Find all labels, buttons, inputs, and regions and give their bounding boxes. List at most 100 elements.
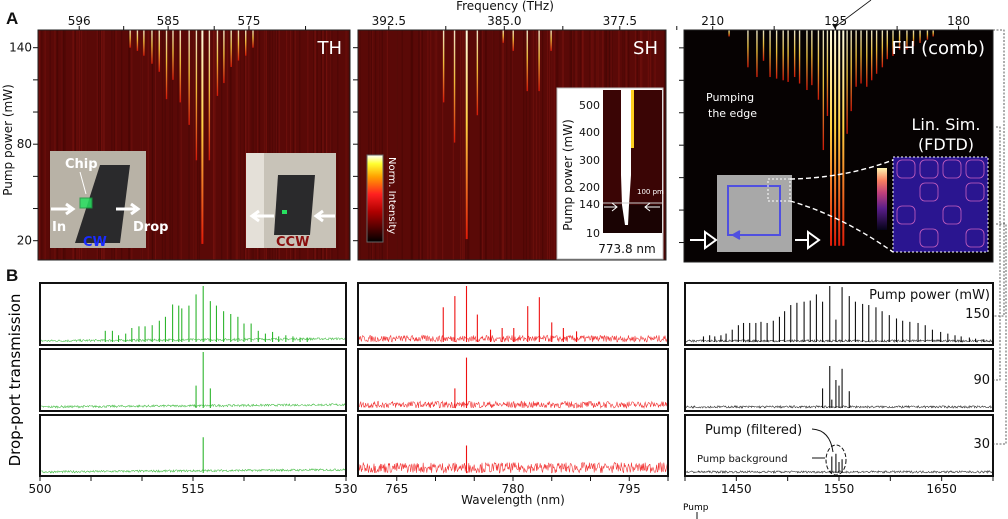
chip-marker bbox=[282, 210, 287, 214]
comb-line bbox=[136, 30, 139, 51]
noise-stripe bbox=[213, 30, 215, 260]
noise-stripe bbox=[371, 30, 373, 260]
noise-floor bbox=[685, 338, 993, 344]
noise-stripe bbox=[226, 30, 228, 260]
spectrum-background bbox=[358, 349, 668, 411]
x-tick-label: 1650 bbox=[926, 482, 957, 496]
noise-stripe bbox=[330, 30, 332, 260]
noise-stripe bbox=[506, 30, 508, 260]
inset-ytick: 400 bbox=[579, 126, 600, 139]
chip-shape bbox=[75, 165, 130, 243]
noise-stripe bbox=[96, 30, 98, 260]
noise-stripe bbox=[258, 30, 261, 260]
comb-line bbox=[906, 30, 908, 50]
noise-stripe bbox=[548, 30, 551, 260]
linewidth-arrow-right-icon bbox=[644, 202, 660, 212]
panel-a-label: A bbox=[6, 9, 18, 28]
comb-line bbox=[129, 30, 131, 48]
sh-peak-trace bbox=[621, 90, 631, 225]
noise-stripe bbox=[256, 30, 258, 260]
heatmap-title: FH (comb) bbox=[891, 38, 985, 59]
ring-resonator bbox=[919, 228, 939, 248]
x-tick-label: 180 bbox=[947, 14, 970, 28]
heatmap-frame bbox=[683, 29, 994, 263]
spectrum-background bbox=[40, 349, 346, 411]
ring-resonator bbox=[965, 159, 985, 179]
ring-resonator bbox=[965, 228, 985, 248]
noise-stripe bbox=[78, 30, 80, 260]
comb-line bbox=[526, 30, 528, 92]
noise-stripe bbox=[239, 30, 241, 260]
noise-stripe bbox=[274, 30, 276, 260]
edge-loop bbox=[727, 185, 781, 236]
noise-stripe bbox=[289, 30, 292, 260]
heatmap-frame bbox=[357, 29, 667, 261]
lattice-inset bbox=[690, 175, 821, 252]
comb-line bbox=[775, 30, 778, 79]
pump-filtered-arrow-icon bbox=[811, 428, 834, 453]
comb-line bbox=[860, 30, 862, 84]
comb-line bbox=[875, 30, 878, 74]
noise-stripe bbox=[320, 30, 323, 260]
noise-stripe bbox=[235, 30, 238, 260]
noise-stripe bbox=[532, 30, 534, 260]
comb-line bbox=[442, 30, 445, 103]
in-label: In bbox=[52, 220, 66, 235]
comb-line bbox=[798, 30, 801, 84]
pumping-edge-label-1: Pumping bbox=[706, 91, 754, 104]
comb-line bbox=[502, 30, 504, 43]
pump-annotation-line bbox=[834, 0, 872, 28]
noise-stripe bbox=[177, 30, 179, 260]
noise-stripe bbox=[314, 30, 316, 260]
noise-stripe bbox=[115, 30, 117, 260]
noise-stripe bbox=[529, 30, 531, 260]
x-tick-label: 780 bbox=[502, 482, 525, 496]
zoom-connector bbox=[789, 159, 894, 253]
comb-line bbox=[919, 30, 921, 43]
comb-line bbox=[866, 30, 868, 87]
noise-stripe bbox=[251, 30, 253, 260]
x-tick-label: 195 bbox=[824, 14, 847, 28]
ccw-photo-inset: CCW bbox=[246, 153, 336, 250]
noise-stripe bbox=[275, 30, 277, 260]
x-tick-label: 585 bbox=[157, 14, 180, 28]
noise-stripe bbox=[128, 30, 130, 260]
noise-stripe bbox=[131, 30, 133, 260]
noise-stripe bbox=[252, 30, 254, 260]
y-tick-label: 20 bbox=[17, 234, 32, 248]
noise-stripe bbox=[326, 30, 328, 260]
comb-line bbox=[223, 30, 225, 84]
spectrum-panel bbox=[684, 282, 994, 346]
comb-line bbox=[850, 30, 852, 112]
comb-line bbox=[826, 30, 829, 116]
noise-stripe bbox=[243, 30, 245, 260]
noise-stripe bbox=[434, 30, 436, 260]
pump-filtered-label: Pump (filtered) bbox=[705, 423, 802, 438]
noise-stripe bbox=[57, 30, 59, 260]
noise-stripe bbox=[171, 30, 173, 260]
noise-stripe bbox=[345, 30, 347, 260]
noise-stripe bbox=[348, 30, 351, 260]
y-tick-label: 140 bbox=[9, 41, 32, 55]
comb-line bbox=[830, 30, 833, 246]
noise-stripe bbox=[72, 30, 74, 260]
comb-line bbox=[793, 30, 796, 78]
x-tick-label: 765 bbox=[385, 482, 408, 496]
comb-line bbox=[453, 30, 456, 143]
noise-stripe bbox=[411, 30, 413, 260]
noise-stripe bbox=[316, 30, 318, 260]
spectrum-background bbox=[358, 283, 668, 345]
comb-line bbox=[230, 30, 232, 67]
noise-floor bbox=[358, 400, 668, 409]
comb-line bbox=[806, 30, 808, 91]
x-tick-label: 210 bbox=[701, 14, 724, 28]
noise-stripe bbox=[421, 30, 423, 260]
noise-stripe bbox=[276, 30, 278, 260]
noise-stripe bbox=[313, 30, 315, 260]
noise-stripe bbox=[436, 30, 438, 260]
panel-b-label: B bbox=[6, 266, 18, 285]
noise-stripe bbox=[267, 30, 269, 260]
noise-stripe bbox=[322, 30, 324, 260]
noise-stripe bbox=[348, 30, 350, 260]
chip-marker bbox=[79, 197, 93, 209]
